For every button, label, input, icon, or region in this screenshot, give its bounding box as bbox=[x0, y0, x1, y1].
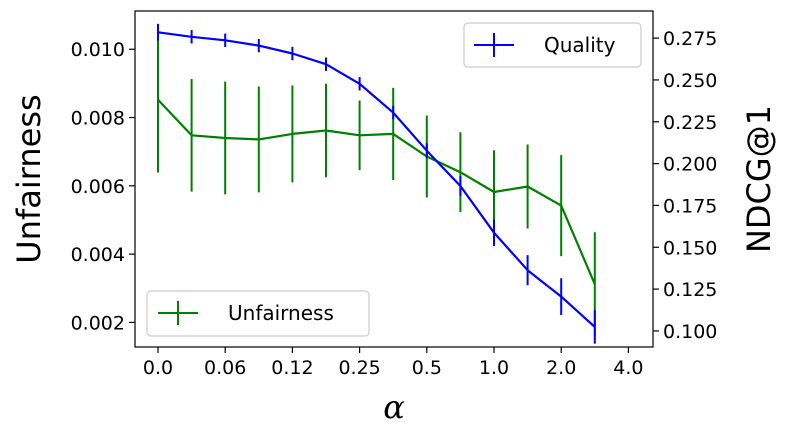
y-right-tick-label: 0.250 bbox=[663, 70, 717, 92]
legend-quality-box bbox=[463, 22, 642, 68]
x-tick-label: 0.25 bbox=[338, 357, 380, 379]
x-tick-label: 0.5 bbox=[412, 357, 442, 379]
x-tick-label: 0.0 bbox=[143, 357, 173, 379]
y-left-tick-label: 0.002 bbox=[71, 312, 125, 334]
y-axis-right-label: NDCG@1 bbox=[740, 105, 778, 253]
x-tick-label: 4.0 bbox=[613, 357, 643, 379]
y-left-tick-label: 0.008 bbox=[71, 108, 125, 130]
y-right-tick-label: 0.125 bbox=[663, 279, 717, 301]
x-tick-label: 0.12 bbox=[271, 357, 313, 379]
legend-unfairness: Unfairness bbox=[146, 290, 370, 337]
legend-unfairness-label: Unfairness bbox=[228, 301, 334, 325]
y-right-tick-label: 0.275 bbox=[663, 28, 717, 50]
series-quality bbox=[157, 23, 596, 344]
x-axis-label: α bbox=[383, 388, 405, 426]
x-tick-label: 2.0 bbox=[546, 357, 576, 379]
y-axis-left-label: Unfairness bbox=[10, 94, 48, 263]
y-right-tick-label: 0.225 bbox=[663, 112, 717, 134]
axes-ticks: 0.0 0.06 0.12 0.25 0.5 1.0 2.0 4.0 0.002 0.004 0.0… bbox=[71, 28, 718, 379]
series-layer bbox=[157, 23, 596, 344]
x-tick-label: 0.06 bbox=[204, 357, 246, 379]
y-left-tick-label: 0.010 bbox=[71, 39, 125, 61]
y-right-tick-label: 0.175 bbox=[663, 195, 717, 217]
legend-quality: Quality bbox=[463, 22, 642, 68]
quality-line bbox=[157, 31, 596, 328]
y-right-tick-label: 0.100 bbox=[663, 321, 717, 343]
y-left-tick-label: 0.004 bbox=[71, 244, 125, 266]
x-tick-label: 1.0 bbox=[479, 357, 509, 379]
y-left-tick-label: 0.006 bbox=[71, 176, 125, 198]
legend-quality-label: Quality bbox=[544, 33, 616, 57]
y-right-tick-label: 0.150 bbox=[663, 237, 717, 259]
series-unfairness bbox=[157, 27, 596, 337]
unfairness-line bbox=[157, 99, 596, 285]
plot-area bbox=[134, 10, 654, 348]
y-right-tick-label: 0.200 bbox=[663, 154, 717, 176]
legend-unfairness-box bbox=[146, 290, 370, 337]
